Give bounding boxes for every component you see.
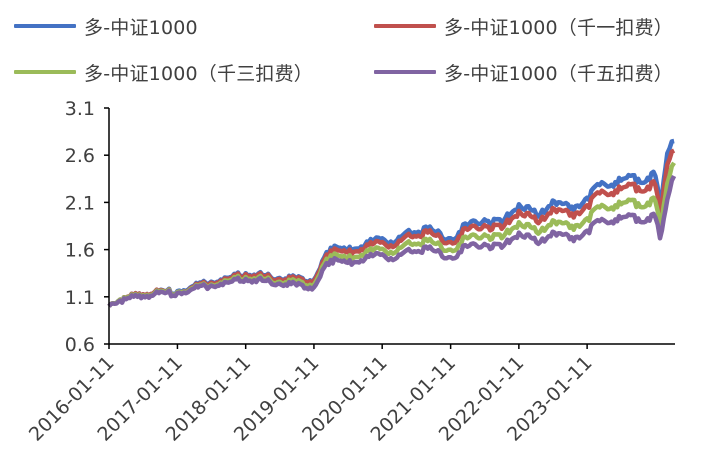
legend-item-series-3: 多-中证1000（千三扣费）: [14, 55, 313, 89]
legend-swatch-series-4: [374, 70, 436, 74]
y-tick-label: 2.1: [65, 192, 95, 214]
legend-label-series-4: 多-中证1000（千五扣费）: [444, 62, 674, 85]
legend-swatch-series-2: [374, 24, 436, 28]
chart-legend: 多-中证1000 多-中证1000（千一扣费） 多-中证1000（千三扣费） 多…: [0, 0, 714, 100]
y-tick-label: 1.6: [65, 240, 95, 262]
y-tick-label: 1.1: [65, 287, 95, 309]
legend-label-series-1: 多-中证1000: [84, 16, 198, 39]
series-line-4: [107, 174, 677, 308]
legend-item-series-4: 多-中证1000（千五扣费）: [374, 55, 673, 89]
y-tick-label: 0.6: [65, 334, 95, 356]
legend-swatch-series-3: [14, 70, 76, 74]
y-tick-label: 2.6: [65, 145, 95, 167]
legend-label-series-2: 多-中证1000（千一扣费）: [444, 16, 674, 39]
legend-item-series-2: 多-中证1000（千一扣费）: [374, 9, 673, 43]
series-line-1: [107, 138, 675, 308]
legend-item-series-1: 多-中证1000: [14, 9, 198, 43]
legend-label-series-3: 多-中证1000（千三扣费）: [84, 62, 314, 85]
legend-swatch-series-1: [14, 24, 76, 28]
y-tick-label: 3.1: [65, 98, 95, 120]
